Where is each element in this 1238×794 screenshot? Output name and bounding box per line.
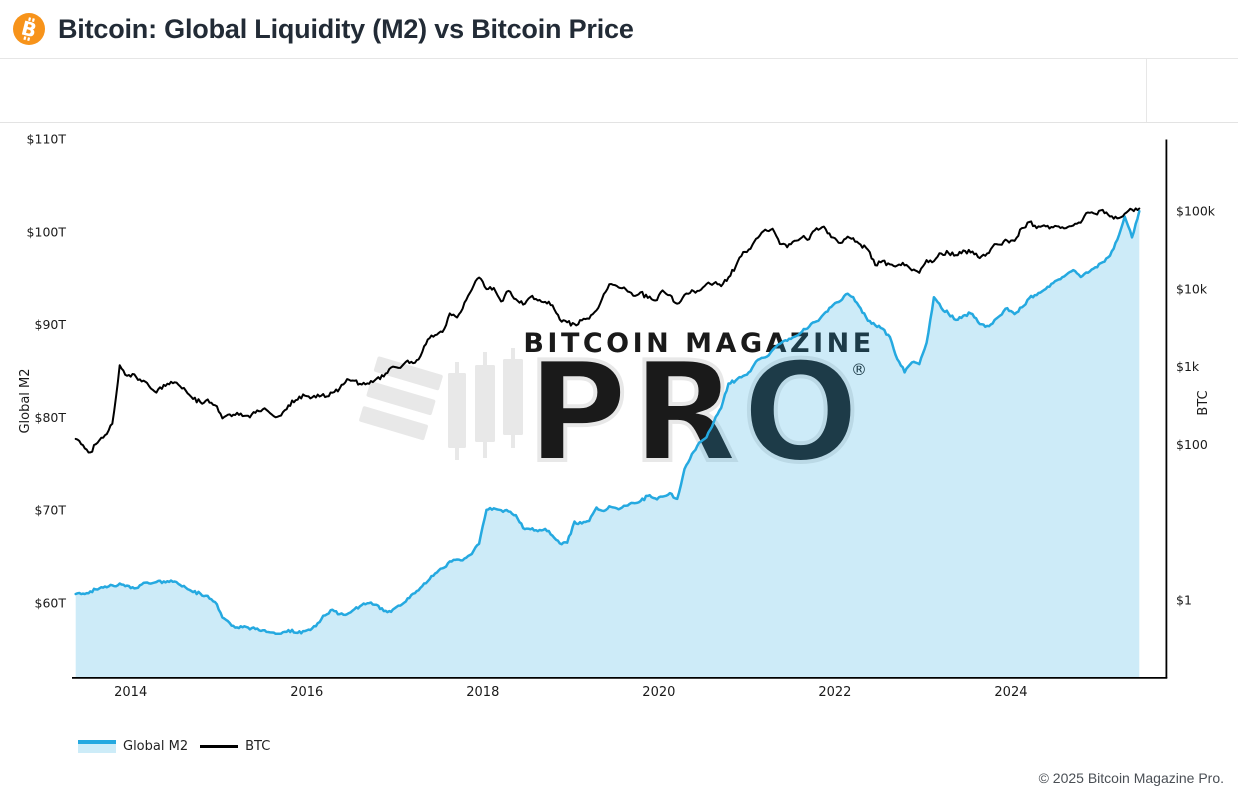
toolbar xyxy=(0,59,1238,123)
footer-copyright: © 2025 Bitcoin Magazine Pro. xyxy=(1038,770,1224,786)
right-axis-tick: $1k xyxy=(1176,359,1200,374)
left-axis-tick: $70T xyxy=(35,503,67,518)
x-axis-tick: 2024 xyxy=(994,685,1027,700)
legend-item-global-m2[interactable]: Global M2 xyxy=(78,739,188,754)
right-axis-tick: $100 xyxy=(1176,437,1208,452)
series-area-0 xyxy=(75,211,1140,677)
left-axis-tick: $80T xyxy=(35,410,67,425)
right-axis-tick: $100k xyxy=(1176,204,1216,219)
global-m2-swatch-icon xyxy=(78,740,116,753)
bitcoin-logo-icon: B xyxy=(13,13,45,45)
watermark-product-text: PRO xyxy=(527,332,864,493)
left-axis-tick: $60T xyxy=(35,595,67,610)
right-axis-tick: $10k xyxy=(1176,281,1208,296)
x-axis-tick: 2020 xyxy=(642,685,675,700)
x-axis-tick: 2022 xyxy=(818,685,851,700)
page-title: Bitcoin: Global Liquidity (M2) vs Bitcoi… xyxy=(58,13,634,44)
left-axis-tick: $110T xyxy=(27,132,67,147)
x-axis-tick: 2014 xyxy=(114,685,147,700)
header: B Bitcoin: Global Liquidity (M2) vs Bitc… xyxy=(0,0,1238,59)
right-axis-title: BTC xyxy=(1196,390,1211,415)
watermark-registered-mark: ® xyxy=(851,360,867,379)
svg-text:B: B xyxy=(19,17,39,43)
legend-label-btc: BTC xyxy=(245,739,271,754)
toolbar-divider xyxy=(1146,59,1147,122)
watermark-logo-icon xyxy=(359,356,443,441)
legend-item-btc[interactable]: BTC xyxy=(200,739,270,754)
watermark-brand-text: BITCOIN MAGAZINE xyxy=(523,328,874,359)
x-axis-tick: 2018 xyxy=(466,685,499,700)
left-axis-tick: $100T xyxy=(27,224,67,239)
series-line-1 xyxy=(74,207,1141,454)
left-axis-tick: $90T xyxy=(35,317,67,332)
series-line-0 xyxy=(74,209,1141,636)
x-axis-tick: 2016 xyxy=(290,685,323,700)
legend-label-global-m2: Global M2 xyxy=(123,739,189,754)
right-axis-tick: $1 xyxy=(1176,592,1192,607)
left-axis-title: Global M2 xyxy=(18,368,33,433)
btc-swatch-icon xyxy=(200,745,239,748)
chart-legend: Global M2 BTC xyxy=(78,739,270,754)
